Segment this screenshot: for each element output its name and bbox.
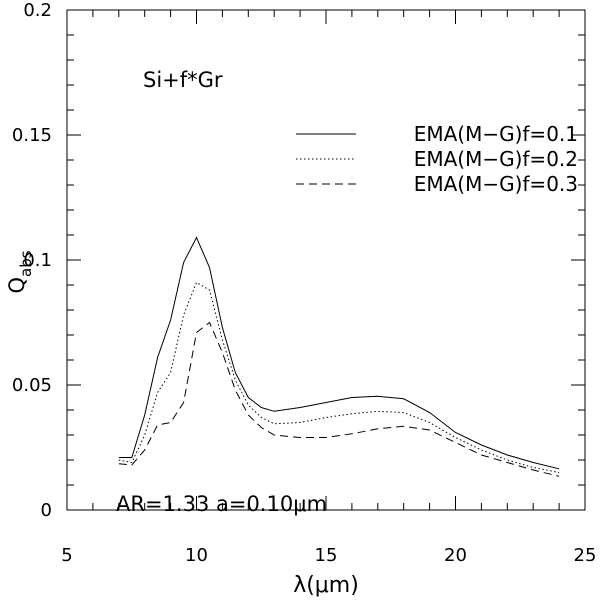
legend-label: EMA(M−G)f=0.2: [414, 147, 578, 171]
x-tick-label: 10: [185, 545, 208, 566]
svg-text:Qabs: Qabs: [5, 250, 35, 293]
y-tick-label: 0.2: [23, 0, 52, 21]
y-axis-label-subscript: abs: [17, 250, 35, 277]
params-annotation: AR=1.33 a=0.10μm: [116, 492, 327, 516]
series-line-1: [118, 236, 560, 470]
y-tick-label: 0.15: [12, 125, 52, 146]
y-axis-ticks: 0 0.05 0.1 0.15 0.2: [12, 0, 585, 521]
x-tick-label: 5: [61, 545, 72, 566]
x-tick-label: 15: [315, 545, 338, 566]
y-axis-label: Qabs: [5, 250, 35, 293]
x-axis-ticks: 5 10 15 20 25: [61, 10, 596, 566]
legend-label: EMA(M−G)f=0.1: [414, 122, 578, 146]
y-tick-label: 0: [41, 500, 52, 521]
x-axis-label: λ(μm): [293, 573, 359, 598]
composition-annotation: Si+f*Gr: [143, 68, 223, 92]
legend-label: EMA(M−G)f=0.3: [414, 172, 578, 196]
series-lines: [118, 236, 560, 477]
y-tick-label: 0.05: [12, 375, 52, 396]
x-tick-label: 25: [574, 545, 597, 566]
series-line-3: [118, 321, 560, 477]
y-axis-label-main: Q: [5, 277, 29, 294]
x-tick-label: 20: [444, 545, 467, 566]
series-line-2: [118, 281, 560, 473]
y-tick-label: 0.1: [23, 250, 52, 271]
